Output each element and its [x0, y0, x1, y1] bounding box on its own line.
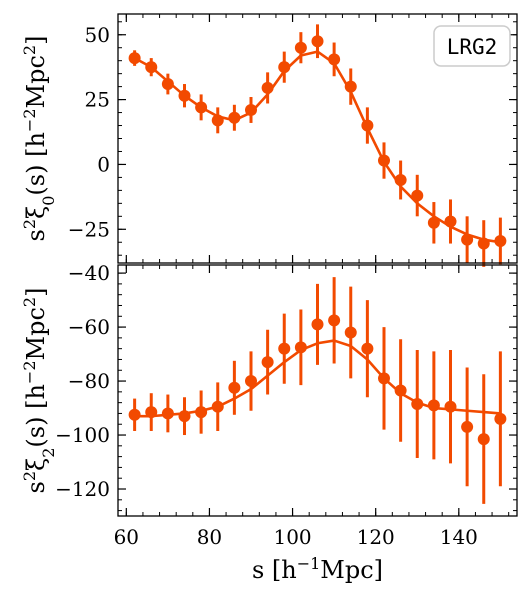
y-tick-label: 0	[97, 152, 110, 176]
data-point	[245, 103, 257, 116]
x-axis-label-part: s [h	[252, 556, 297, 584]
y-axis-label-part: 2	[20, 219, 39, 229]
axes-frame	[117, 264, 518, 517]
y-axis-label-part: (s) [h	[22, 132, 50, 196]
data-point	[494, 234, 507, 247]
panel-top: 50 25 0 −25 LRG2	[68, 13, 518, 267]
y-tick-label: −40	[68, 261, 110, 285]
y-axis-label: s2ξ0(s) [h−2Mpc2]	[20, 36, 58, 242]
y-axis-label-part: 2	[20, 471, 39, 481]
model-curve	[134, 50, 501, 244]
data-point	[328, 314, 341, 327]
data-point	[278, 342, 291, 355]
x-tick-label: 120	[357, 525, 395, 549]
data-point	[261, 81, 274, 94]
y-axis-label-part: −2	[20, 108, 39, 132]
data-point	[228, 111, 241, 124]
data-point	[128, 52, 141, 65]
data-point	[411, 189, 424, 202]
data-point	[378, 154, 390, 167]
data-point	[411, 397, 424, 410]
x-tick-label: 140	[440, 525, 478, 549]
y-axis-label-part: 2	[20, 297, 39, 307]
data-point	[145, 406, 158, 419]
data-point	[294, 41, 307, 54]
legend: LRG2	[433, 25, 511, 67]
data-point	[394, 174, 407, 186]
data-point	[145, 61, 158, 74]
data-point	[261, 356, 274, 369]
y-axis-label-part: 0	[39, 196, 58, 206]
data-point	[128, 408, 141, 421]
data-point	[427, 216, 440, 229]
y-tick-label: −100	[55, 423, 110, 447]
data-point	[444, 400, 457, 413]
x-tick-label: 100	[273, 525, 311, 549]
data-point	[444, 215, 457, 228]
x-axis-label-part: −1	[297, 554, 321, 573]
y-axis-label-part: ξ	[22, 458, 50, 471]
data-point	[427, 399, 440, 412]
y-axis-label-part: ]	[22, 288, 50, 297]
data-point	[211, 114, 224, 127]
data-point	[361, 342, 374, 355]
y-axis-label-part: ξ	[22, 206, 50, 219]
x-axis-label: s [h−1Mpc]	[252, 554, 383, 585]
legend-box	[433, 25, 511, 67]
data-point	[477, 433, 490, 446]
y-axis-label-part: −2	[20, 360, 39, 384]
data-point	[311, 318, 324, 331]
y-axis-label-part: (s) [h	[22, 384, 50, 448]
y-tick-label: −25	[68, 217, 110, 241]
data-point	[161, 78, 174, 91]
data-point	[178, 410, 191, 423]
data-point	[378, 372, 390, 385]
y-axis-label-part: ]	[22, 36, 50, 45]
legend-label: LRG2	[447, 35, 498, 59]
data-point	[461, 420, 474, 433]
data-point	[195, 406, 208, 419]
y-tick-label: −60	[68, 315, 110, 339]
data-point	[294, 341, 307, 354]
data-point	[195, 101, 208, 114]
y-tick-label: 50	[85, 23, 110, 47]
x-tick-label: 60	[114, 525, 139, 549]
data-point	[361, 119, 374, 132]
data-point	[228, 381, 241, 394]
data-point	[211, 400, 224, 413]
y-axis-label-part: Mpc	[22, 307, 50, 360]
data-point	[328, 53, 341, 66]
data-point	[394, 384, 407, 397]
x-tick-label: 80	[197, 525, 222, 549]
data-point	[344, 326, 357, 339]
data-point	[494, 412, 507, 425]
data-point	[245, 375, 257, 388]
y-axis-label-part: Mpc	[22, 55, 50, 108]
y-axis-label-part: s	[22, 229, 50, 241]
y-axis-label: s2ξ2(s) [h−2Mpc2]	[20, 288, 58, 494]
y-axis-label-part: 2	[20, 45, 39, 55]
y-tick-label: 25	[85, 88, 110, 112]
data-point	[461, 233, 474, 246]
data-point	[311, 35, 324, 48]
data-point	[161, 407, 174, 420]
data-point	[477, 237, 490, 250]
y-axis-label-part: 2	[39, 448, 58, 458]
y-tick-label: −120	[55, 477, 110, 501]
data-point	[178, 89, 191, 102]
data-point	[278, 61, 291, 74]
data-point	[344, 80, 357, 93]
y-axis-label-part: s	[22, 481, 50, 493]
y-tick-label: −80	[68, 369, 110, 393]
x-axis-label-part: Mpc]	[320, 556, 383, 584]
